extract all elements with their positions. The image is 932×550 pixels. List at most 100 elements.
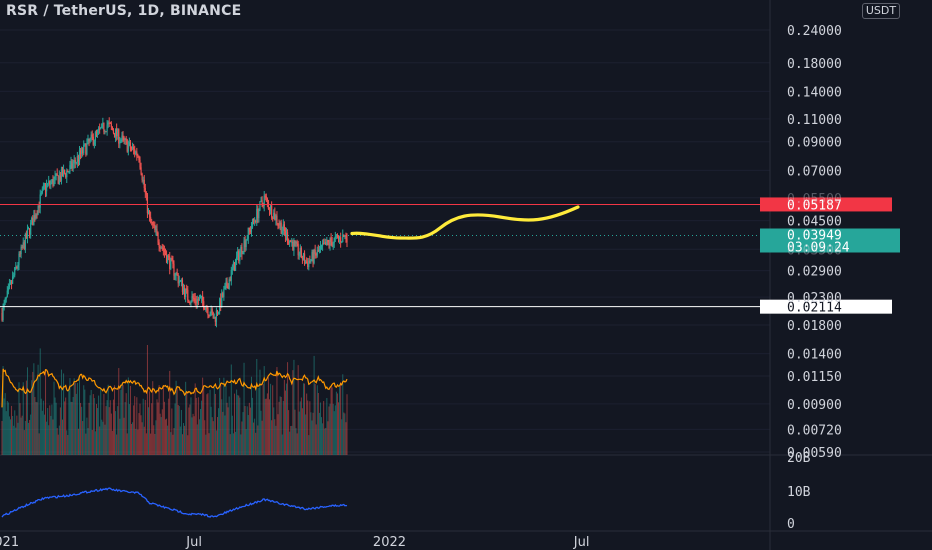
candle-body xyxy=(105,131,107,133)
volume-bar xyxy=(23,430,25,455)
candle-body xyxy=(244,240,246,247)
candle-body xyxy=(258,210,260,219)
candle-body xyxy=(336,234,339,237)
candle-body xyxy=(294,241,296,243)
candle-body xyxy=(334,236,336,238)
candle-body xyxy=(169,256,171,269)
candle-body xyxy=(277,223,279,225)
candle-body xyxy=(124,138,126,141)
candle-body xyxy=(156,229,158,233)
volume-bar xyxy=(33,363,35,455)
candle-body xyxy=(29,228,31,235)
candle-body xyxy=(57,175,59,184)
candle-body xyxy=(58,175,60,184)
volume-bar xyxy=(83,385,85,455)
price-tick-label: 0.01150 xyxy=(787,370,842,385)
volume-bar xyxy=(137,429,139,455)
volume-bar xyxy=(60,369,62,455)
volume-bar xyxy=(335,391,337,455)
candle-body xyxy=(90,134,92,139)
candle-body xyxy=(213,317,215,319)
candle-body xyxy=(295,242,297,244)
volume-bar xyxy=(14,410,16,455)
volume-bar xyxy=(287,362,289,455)
candle-body xyxy=(128,142,130,146)
candle-body xyxy=(226,281,228,287)
candle-body xyxy=(64,170,66,174)
volume-bar xyxy=(260,410,262,455)
volume-bar xyxy=(6,401,8,455)
volume-bar xyxy=(59,407,61,455)
candle-body xyxy=(219,298,221,312)
volume-bar xyxy=(122,385,124,455)
time-axis[interactable]: 2021 Jul 2022 Jul xyxy=(0,535,589,550)
price-axis[interactable]: 0.24000 0.18000 0.14000 0.11000 0.09000 0.070… xyxy=(787,24,842,532)
volume-bar xyxy=(264,398,266,455)
candle-body xyxy=(154,224,156,230)
candle-body xyxy=(341,242,343,244)
volume-bar xyxy=(32,371,34,455)
volume-bar xyxy=(211,417,213,455)
volume-bar xyxy=(116,434,118,455)
candle-body xyxy=(82,148,84,154)
current-price-label: 0.03949 xyxy=(787,229,842,244)
volume-bar xyxy=(252,397,254,455)
volume-bar xyxy=(213,387,215,455)
candle-body xyxy=(91,134,93,137)
volume-bar xyxy=(325,427,327,455)
candle-body xyxy=(180,280,183,282)
candle-body xyxy=(207,308,209,316)
volume-bar xyxy=(90,389,92,455)
candle-body xyxy=(181,280,184,292)
candle-body xyxy=(288,242,290,244)
candle-body xyxy=(333,237,335,243)
candle-body xyxy=(291,241,293,243)
volume-bar xyxy=(99,426,101,455)
volume-bar xyxy=(8,416,10,455)
volume-bar xyxy=(114,385,116,455)
volume-bar xyxy=(105,406,107,455)
candle-body xyxy=(338,237,341,239)
volume-bar xyxy=(322,423,324,455)
candle-body xyxy=(178,281,180,284)
candle-body xyxy=(78,150,81,162)
volume-bar xyxy=(281,434,283,455)
candle-body xyxy=(227,286,229,289)
price-tick-label: 0.07000 xyxy=(787,164,842,179)
volume-bar xyxy=(73,378,75,455)
volume-bar xyxy=(49,405,51,455)
bar-countdown-label: 03:09:24 xyxy=(787,241,850,256)
volume-bar xyxy=(119,418,121,455)
volume-bar xyxy=(201,400,203,455)
volume-bar xyxy=(80,402,82,455)
quote-currency-badge[interactable]: USDT xyxy=(862,3,900,19)
candle-body xyxy=(145,192,147,195)
volume-bar xyxy=(84,389,86,455)
volume-bar xyxy=(178,406,180,455)
volume-bar xyxy=(154,433,156,455)
volume-bar xyxy=(226,402,228,455)
volume-bar xyxy=(245,429,247,455)
candle-body xyxy=(148,211,151,217)
volume-bar xyxy=(125,393,127,455)
volume-bar xyxy=(159,413,161,455)
volume-bar xyxy=(292,370,294,455)
candle-body xyxy=(174,275,176,277)
candle-body xyxy=(30,222,32,235)
price-tick-label: 0.00900 xyxy=(787,398,842,413)
lower-panel xyxy=(1,487,348,518)
volume-bar xyxy=(139,403,141,455)
volume-bar xyxy=(338,402,340,455)
volume-bar xyxy=(288,410,290,455)
projection-drawing[interactable] xyxy=(350,205,580,240)
candle-body xyxy=(193,298,195,300)
candle-body xyxy=(229,279,231,281)
candle-body xyxy=(83,144,85,154)
candle-body xyxy=(161,247,163,249)
candle-body xyxy=(168,255,170,257)
candle-body xyxy=(315,253,317,256)
volume-bar xyxy=(275,425,277,455)
volume-ma-line xyxy=(1,368,348,408)
